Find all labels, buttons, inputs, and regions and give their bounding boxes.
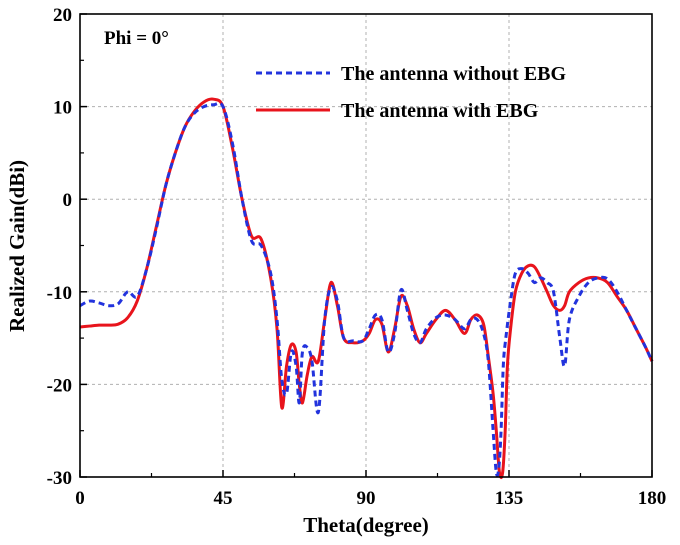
legend-label-without-ebg: The antenna without EBG [341, 63, 566, 85]
legend-label-with-ebg: The antenna with EBG [341, 100, 539, 122]
x-tick-label: 90 [357, 488, 376, 509]
x-axis-title: Theta(degree) [303, 513, 429, 537]
ticks: 0 45 90 135 180 -30 -20 -10 0 10 20 [47, 5, 667, 509]
y-tick-label: 0 [63, 190, 73, 211]
y-tick-label: 20 [53, 5, 72, 26]
series-line-with-ebg [79, 97, 654, 480]
x-tick-label: 0 [75, 488, 85, 509]
y-tick-label: -20 [47, 375, 72, 396]
grid [80, 14, 652, 477]
y-tick-label: -10 [47, 283, 72, 304]
y-axis-title: Realized Gain(dBi) [5, 160, 29, 332]
x-tick-label: 135 [495, 488, 524, 509]
y-tick-label: 10 [53, 98, 72, 119]
series-layer [79, 97, 654, 480]
y-tick-label: -30 [47, 468, 72, 489]
x-tick-label: 45 [214, 488, 233, 509]
legend: The antenna without EBG The antenna with… [256, 63, 566, 122]
series-line-without-ebg [79, 101, 654, 477]
phi-annotation: Phi = 0° [104, 28, 169, 49]
x-tick-label: 180 [638, 488, 667, 509]
